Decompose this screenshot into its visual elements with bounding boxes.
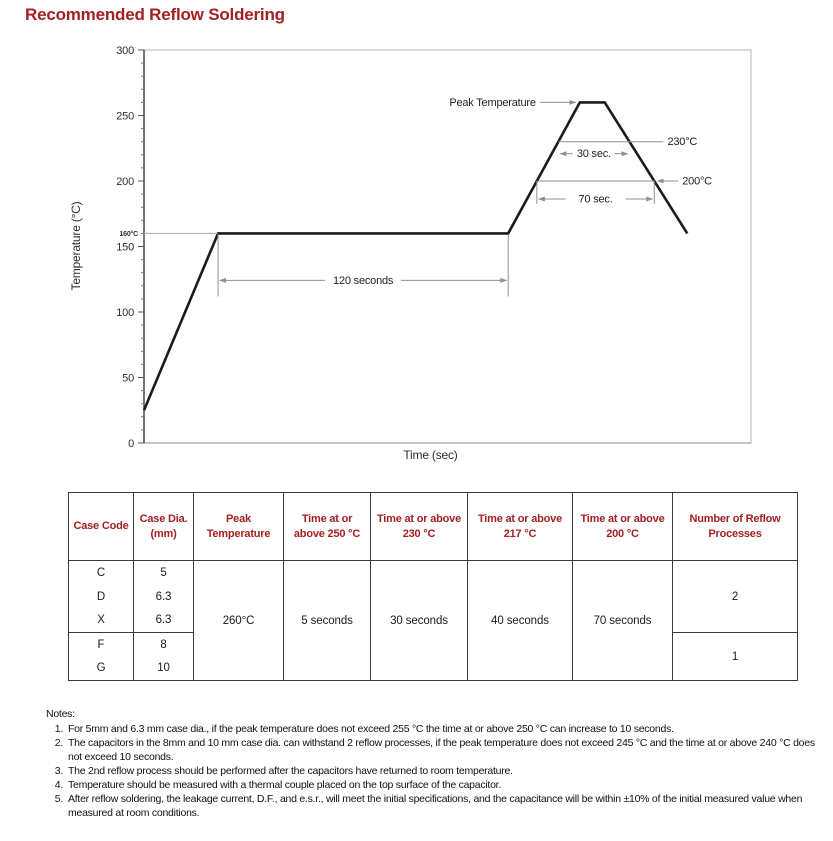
note-item: 1. For 5mm and 6.3 mm case dia., if the … [46,723,824,737]
col-header-number-of-reflow: Number of Reflow Processes [672,492,798,561]
note-number: 2. [54,736,64,749]
time-above-217-cell: 40 seconds [467,560,573,681]
case-code-cell: X [68,608,134,633]
table-header-row: Case Code Case Dia. (mm) Peak Temperatur… [68,492,798,561]
col-header-case-code: Case Code [68,492,134,561]
level-200-label: 200°C [682,176,712,188]
case-code-cell: D [68,584,134,609]
note-number: 5. [54,792,64,805]
page-title: Recommended Reflow Soldering [25,5,285,24]
note-text: The capacitors in the 8mm and 10 mm case… [68,736,815,763]
reflow-profile-line [142,101,689,411]
case-dia-cell: 10 [133,656,194,681]
case-dia-cell: 6.3 [133,608,194,633]
case-code-cell: G [68,656,134,681]
note-text: For 5mm and 6.3 mm case dia., if the pea… [68,722,674,735]
y-tick-label: 200 [116,176,134,188]
table-row: D 6.3 [68,584,798,609]
time-above-250-cell: 5 seconds [283,560,371,681]
col-header-time-above-230: Time at or above 230 °C [370,492,468,561]
table-row: G 10 [68,656,798,681]
table-row: C 5 260°C 5 seconds 30 seconds 40 second… [68,560,798,681]
col-header-peak-temperature: Peak Temperature [193,492,284,561]
peak-temperature-label: Peak Temperature [449,97,536,109]
y-axis-label: Temperature (°C) [69,201,83,290]
y-tick-label: 300 [116,45,134,57]
note-number: 4. [54,778,64,791]
y-tick-label: 100 [116,307,134,319]
reflow-processes-cell: 2 [672,560,798,633]
col-header-time-above-200: Time at or above 200 °C [572,492,673,561]
time-above-230-cell: 30 seconds [370,560,468,681]
y-tick-label: 150 [116,242,134,254]
time-above-200-cell: 70 seconds [572,560,673,681]
case-code-cell: F [68,632,134,657]
note-item: 3. The 2nd reflow process should be perf… [46,765,824,779]
table-row: F 8 1 [68,632,798,681]
level-230-label: 230°C [667,136,697,148]
y-tick-label: 250 [116,111,134,123]
case-dia-cell: 8 [133,632,194,657]
note-number: 1. [54,722,64,735]
notes-section: Notes: 1. For 5mm and 6.3 mm case dia., … [46,708,824,821]
notes-title: Notes: [46,708,75,720]
col-header-case-dia: Case Dia. (mm) [133,492,194,561]
case-code-cell: C [68,560,134,585]
table-row: X 6.3 [68,608,798,633]
y-tick-label: 0 [128,438,134,450]
note-number: 3. [54,764,64,777]
note-item: 4. Temperature should be measured with a… [46,779,824,793]
plot-border [143,49,752,444]
reflow-profile-chart: 0 50 100 150 200 250 300 Time (sec) Temperature … [69,45,752,462]
case-dia-cell: 5 [133,560,194,585]
preheat-temp-label: 160°C [119,230,138,238]
note-item: 2. The capacitors in the 8mm and 10 mm c… [46,737,824,765]
soak-duration-label: 120 seconds [333,275,394,287]
y-tick-label: 50 [122,373,134,385]
case-dia-cell: 6.3 [133,584,194,609]
reflow-processes-cell: 1 [672,632,798,681]
reflow-spec-table: Case Code Case Dia. (mm) Peak Temperatur… [68,492,798,681]
note-text: The 2nd reflow process should be perform… [68,764,513,777]
col-header-time-above-250: Time at or above 250 °C [283,492,371,561]
level-200-duration-label: 70 sec. [579,194,613,206]
level-230-duration-label: 30 sec. [577,148,611,160]
note-text: After reflow soldering, the leakage curr… [68,792,803,819]
peak-temperature-cell: 260°C [193,560,284,681]
note-item: 5. After reflow soldering, the leakage c… [46,793,824,821]
x-axis-label: Time (sec) [403,448,457,462]
col-header-time-above-217: Time at or above 217 °C [467,492,573,561]
note-text: Temperature should be measured with a th… [68,778,502,791]
